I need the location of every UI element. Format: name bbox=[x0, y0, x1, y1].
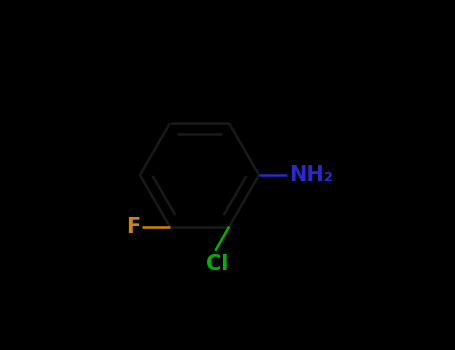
Text: NH₂: NH₂ bbox=[289, 165, 333, 185]
Text: F: F bbox=[126, 217, 140, 237]
Text: Cl: Cl bbox=[206, 254, 228, 274]
